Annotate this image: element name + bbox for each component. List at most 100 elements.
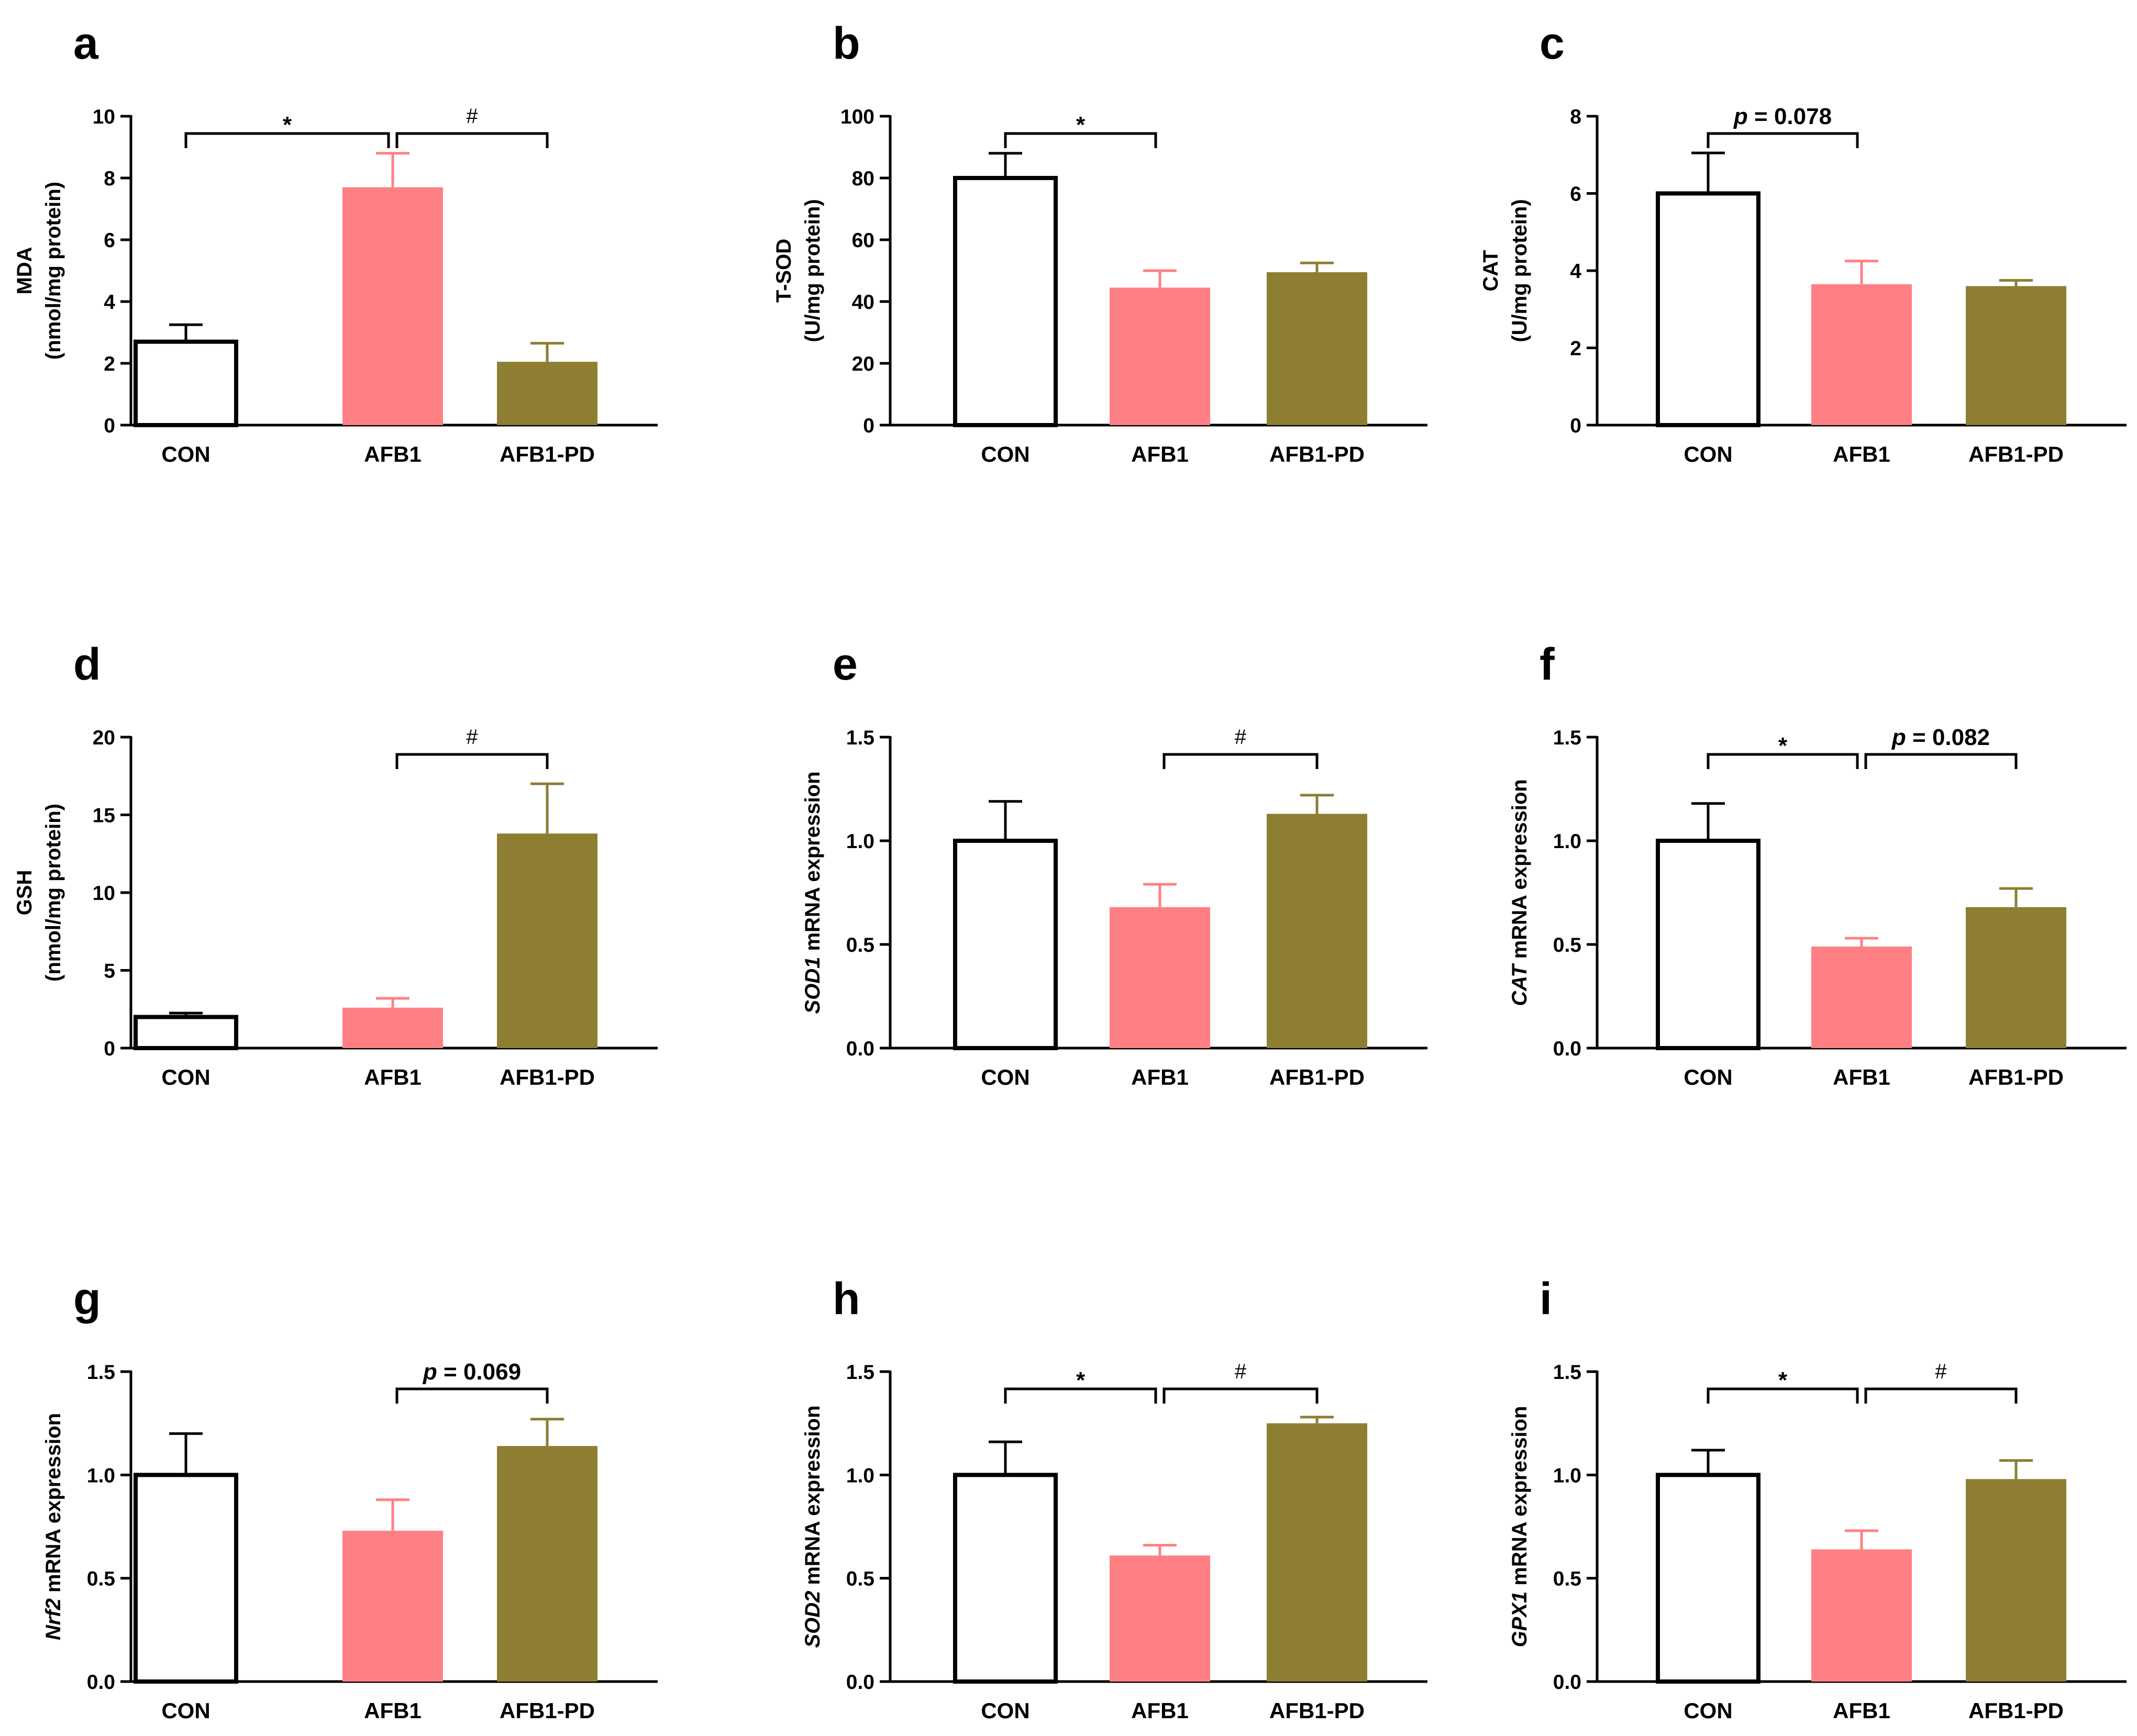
- y-tick-label: 0.0: [1553, 1671, 1581, 1694]
- bar-afb1: [1110, 1555, 1210, 1682]
- bar-afb1: [342, 187, 443, 425]
- gene-name: SOD1: [801, 957, 824, 1014]
- bar-con: [1656, 191, 1760, 427]
- x-category-label: AFB1-PD: [1269, 1698, 1365, 1723]
- x-category-label: CON: [161, 442, 210, 466]
- x-category-label: AFB1: [364, 442, 422, 466]
- bar-afb1-pd: [497, 362, 597, 425]
- gene-name: SOD2: [801, 1591, 824, 1648]
- y-axis-label: CAT mRNA expression: [1508, 779, 1531, 1006]
- significance-bracket: [1004, 132, 1157, 148]
- significance-bracket: [1004, 1387, 1157, 1404]
- bar-afb1-pd: [1267, 272, 1367, 425]
- significance-star: *: [283, 112, 292, 138]
- x-category-label: CON: [1684, 1698, 1732, 1723]
- panel-d: d 0 5 10 15 20 GSH (nmol/mg protein) CON AFB1 AFB1…: [13, 639, 658, 1089]
- bar-con: [953, 839, 1058, 1050]
- panel-letter-f: f: [1540, 639, 1555, 689]
- y-tick-label: 1.0: [846, 830, 874, 853]
- bar-afb1-pd: [1267, 1423, 1367, 1682]
- bar-afb1: [1811, 1549, 1912, 1682]
- y-tick-label: 1.0: [1553, 1464, 1581, 1487]
- y-tick-label: 0.5: [1553, 934, 1581, 956]
- gene-name: Nrf2: [42, 1598, 65, 1640]
- panel-letter-d: d: [73, 639, 101, 689]
- y-tick-label: 6: [1570, 183, 1581, 206]
- x-category-label: AFB1-PD: [1968, 1065, 2064, 1089]
- y-tick-label: 0.5: [87, 1568, 115, 1590]
- y-tick-label: 1.5: [846, 1361, 874, 1384]
- y-tick-label: 0.0: [1553, 1038, 1581, 1060]
- y-tick-label: 0: [104, 1038, 115, 1060]
- y-tick-label: 0.0: [846, 1671, 874, 1694]
- y-axis-label: T-SOD: [772, 239, 795, 303]
- significance-star: *: [1778, 733, 1788, 759]
- y-axis-label: MDA: [13, 247, 36, 294]
- significance-star: *: [1778, 1367, 1788, 1393]
- bar-con: [953, 1473, 1058, 1684]
- y-axis-label: SOD1 mRNA expression: [801, 771, 824, 1014]
- significance-bracket: [184, 132, 390, 148]
- x-category-label: AFB1: [1131, 442, 1189, 466]
- y-tick-label: 2: [104, 353, 115, 375]
- panel-g: g 0.0 0.5 1.0 1.5 Nrf2 mRNA expression CON AFB1…: [42, 1274, 658, 1723]
- y-tick-label: 1.0: [1553, 830, 1581, 853]
- gene-name: GPX1: [1508, 1592, 1531, 1648]
- y-tick-label: 1.5: [87, 1361, 115, 1384]
- bar-afb1-pd: [1966, 907, 2066, 1048]
- bar-afb1: [342, 1007, 443, 1048]
- y-tick-label: 100: [840, 106, 874, 128]
- panel-b: b 0 20 40 60 80 100 T-SOD (U/mg protein) CON AFB1 A…: [772, 18, 1427, 466]
- x-category-label: AFB1: [1833, 442, 1890, 466]
- x-category-label: CON: [1684, 1065, 1732, 1089]
- y-axis-label-rest: mRNA expression: [1508, 1406, 1531, 1592]
- bar-con: [134, 1473, 238, 1684]
- x-category-label: AFB1: [1131, 1698, 1189, 1723]
- y-axis-label-unit: (U/mg protein): [1508, 199, 1531, 342]
- y-tick-label: 8: [1570, 106, 1581, 128]
- y-axis-label-unit: (nmol/mg protein): [42, 182, 65, 360]
- significance-bracket: [395, 1387, 549, 1404]
- y-tick-label: 6: [104, 229, 115, 252]
- y-axis-label-unit: (U/mg protein): [801, 199, 824, 342]
- panel-letter-c: c: [1540, 18, 1565, 69]
- x-category-label: AFB1-PD: [1269, 1065, 1365, 1089]
- bar-con: [953, 176, 1058, 427]
- x-category-label: AFB1: [1131, 1065, 1189, 1089]
- bar-afb1: [1811, 284, 1912, 425]
- bar-afb1-pd: [1267, 814, 1367, 1048]
- y-tick-label: 15: [93, 805, 115, 827]
- x-category-label: CON: [981, 442, 1029, 466]
- y-axis-label: GSH: [13, 870, 36, 916]
- bar-afb1-pd: [1966, 286, 2066, 425]
- significance-hash: #: [466, 726, 478, 749]
- x-category-label: CON: [161, 1065, 210, 1089]
- panel-e: e 0.0 0.5 1.0 1.5 SOD1 mRNA expression CON AFB1…: [801, 639, 1427, 1089]
- x-category-label: CON: [1684, 442, 1732, 466]
- significance-hash: #: [1935, 1360, 1947, 1383]
- y-tick-label: 0.5: [1553, 1568, 1581, 1590]
- p-symbol: p: [1891, 725, 1906, 750]
- significance-bracket: [395, 753, 549, 769]
- x-category-label: AFB1: [364, 1698, 422, 1723]
- bar-afb1-pd: [497, 833, 597, 1048]
- y-axis-label-rest: mRNA expression: [801, 1405, 824, 1590]
- bar-afb1-pd: [497, 1446, 597, 1682]
- x-category-label: AFB1-PD: [500, 442, 595, 466]
- x-category-label: AFB1-PD: [1968, 1698, 2064, 1723]
- panel-i: i 0.0 0.5 1.0 1.5 GPX1 mRNA expression CON AFB1…: [1508, 1274, 2127, 1723]
- x-category-label: CON: [161, 1698, 210, 1723]
- y-tick-label: 80: [852, 168, 874, 190]
- y-axis-label: SOD2 mRNA expression: [801, 1405, 824, 1648]
- x-category-label: CON: [981, 1065, 1029, 1089]
- y-axis-label-rest: mRNA expression: [1508, 779, 1531, 964]
- significance-bracket: [1864, 1387, 2018, 1404]
- x-category-label: AFB1-PD: [500, 1065, 595, 1089]
- significance-bracket: [1707, 1387, 1859, 1404]
- y-tick-label: 2: [1570, 338, 1581, 360]
- panel-letter-g: g: [73, 1274, 101, 1324]
- y-tick-label: 4: [1570, 260, 1581, 283]
- y-tick-label: 1.0: [846, 1464, 874, 1487]
- y-tick-label: 1.0: [87, 1464, 115, 1487]
- bar-afb1: [1811, 946, 1912, 1048]
